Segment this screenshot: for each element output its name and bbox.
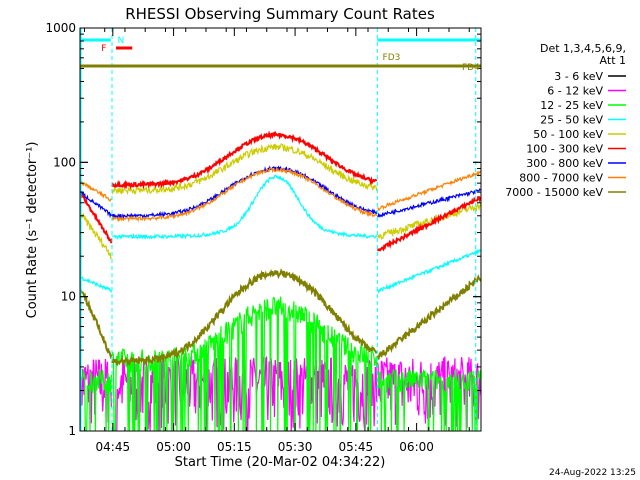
flag-label-fd3: FD3 [383, 53, 401, 63]
x-tick-label: 05:15 [217, 440, 252, 454]
x-tick-label: 05:30 [278, 440, 313, 454]
legend-entry-label: 3 - 6 keV [554, 70, 603, 83]
axes: 1 10 100 1000 04:45 05:00 05:15 05:30 05:45 06:00 [45, 21, 481, 454]
series-line-300to800keV [80, 190, 112, 219]
series-line-25to50keV [112, 174, 378, 240]
x-tick-label: 06:00 [399, 440, 434, 454]
footer-date: 24-Aug-2022 13:25 [549, 468, 636, 478]
x-tick-label: 04:45 [96, 440, 131, 454]
series-line-300to800keV [111, 165, 378, 220]
legend-entry-label: 25 - 50 keV [540, 114, 603, 127]
chart-title: RHESSI Observing Summary Count Rates [125, 5, 435, 23]
series-line-100to300keV [376, 195, 481, 252]
flag-label-f: F [101, 44, 106, 54]
legend-entry-label: 6 - 12 keV [547, 85, 603, 98]
legend-entry-label: 300 - 800 keV [526, 157, 603, 170]
series-line-12to25keV [111, 296, 378, 431]
series-line-25to50keV [80, 276, 112, 293]
x-axis-label: Start Time (20-Mar-02 04:34:22) [175, 455, 386, 470]
flag-label-fd4: FD4 [462, 63, 480, 73]
series-line-12to25keV [80, 369, 112, 431]
series-line-50to100keV [111, 143, 378, 196]
y-tick-label: 100 [53, 155, 76, 169]
series-line-300to800keV [377, 187, 481, 218]
series-line-25to50keV [376, 248, 481, 294]
legend-header-line: Det 1,3,4,5,6,9, [540, 42, 626, 55]
series-line-800to7000keV [377, 170, 481, 211]
series-line-7000to15000keV [111, 268, 378, 367]
legend-entry-label: 800 - 7000 keV [519, 172, 603, 185]
series-line-100to300keV [111, 130, 378, 190]
legend-header-line: Att 1 [600, 54, 626, 67]
legend-entry-label: 50 - 100 keV [533, 128, 603, 141]
series-line-50to100keV [80, 210, 112, 260]
x-tick-label: 05:00 [156, 440, 191, 454]
x-tick-label: 05:45 [339, 440, 374, 454]
plot-area [80, 28, 481, 431]
legend: Det 1,3,4,5,6,9,Att 1 3 - 6 keV 6 - 12 keV… [505, 42, 626, 199]
legend-entry-label: 12 - 25 keV [540, 99, 603, 112]
series-line-7000to15000keV [376, 274, 481, 360]
y-tick-label: 1 [68, 424, 76, 438]
legend-entry-label: 100 - 300 keV [526, 143, 603, 156]
y-tick-label: 1000 [45, 21, 76, 35]
series-line-800to7000keV [80, 179, 112, 202]
series-line-7000to15000keV [80, 285, 113, 360]
legend-entry-label: 7000 - 15000 keV [505, 186, 603, 199]
plot-frame [79, 27, 482, 432]
series-line-800to7000keV [111, 166, 378, 223]
series-line-100to300keV [80, 190, 113, 244]
series-line-12to25keV [376, 368, 481, 431]
flag-label-n: N [118, 36, 125, 46]
y-tick-label: 10 [61, 290, 76, 304]
y-axis-label: Count Rate (s⁻¹ detector⁻¹) [25, 142, 40, 319]
series-line-6to12keV [80, 358, 112, 431]
